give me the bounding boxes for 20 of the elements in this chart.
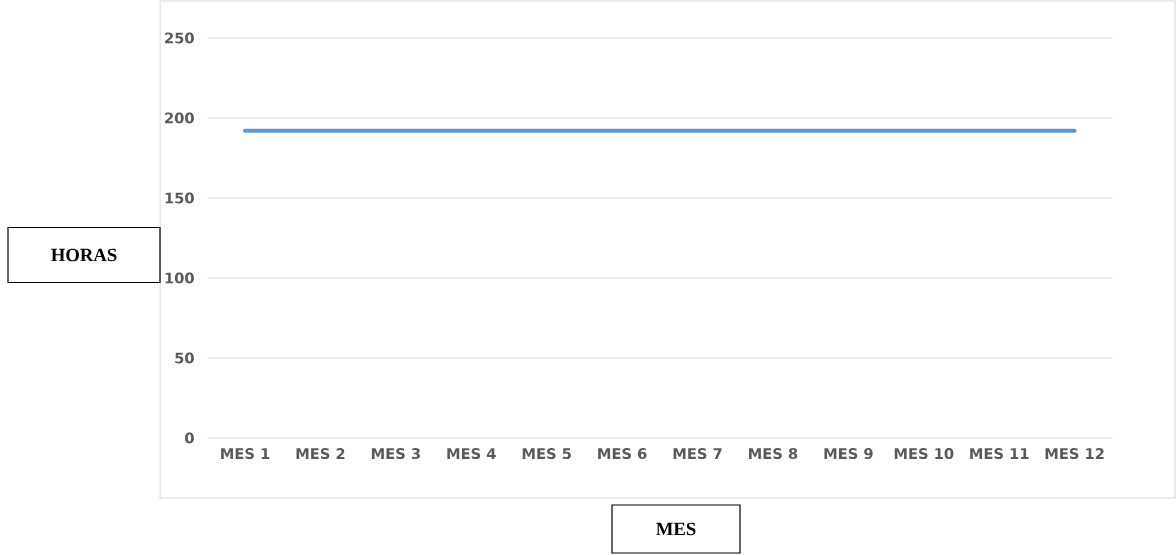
x-tick-label: MES 5 [522,448,571,460]
y-tick-label: 200 [165,112,194,124]
x-tick-label: MES 11 [970,448,1029,460]
x-tick-label: MES 7 [673,448,722,460]
x-tick-label: MES 10 [894,448,954,460]
x-tick-label: MES 2 [296,448,345,460]
x-tick-label: MES 3 [371,448,420,460]
x-tick-label: MES 1 [221,448,270,460]
x-tick-label: MES 4 [447,448,496,460]
x-tick-label: MES 9 [824,448,873,460]
x-tick-label: MES 8 [749,448,798,460]
y-tick-label: 0 [185,432,194,444]
y-tick-label: 100 [165,272,194,284]
x-tick-label: MES 6 [598,448,647,460]
y-tick-label: 150 [165,192,194,204]
y-tick-label: 50 [175,352,194,364]
x-tick-label: MES 12 [1045,448,1104,460]
y-tick-label: 250 [165,32,194,44]
x-axis-title: MES [656,522,696,536]
y-axis-title: HORAS [51,248,117,262]
